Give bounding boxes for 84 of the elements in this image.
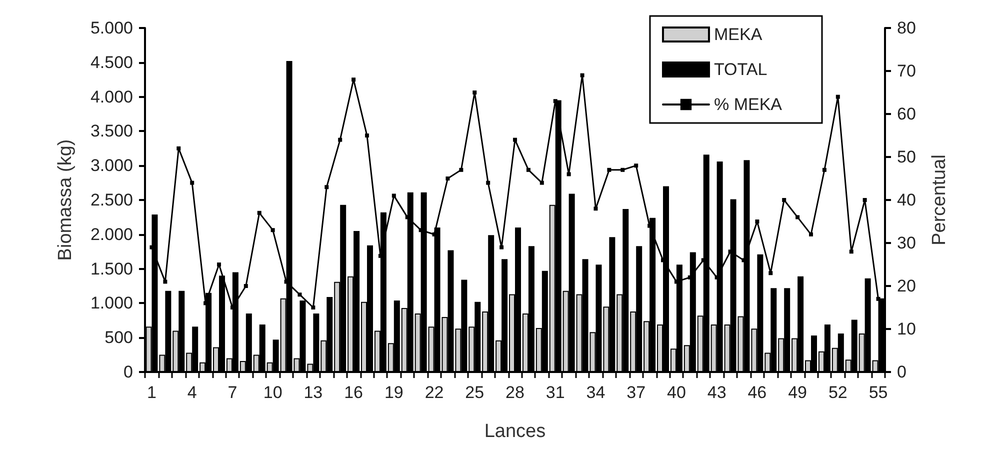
y-tick-label: 5.000 — [90, 18, 133, 38]
y-tick-label: 2.000 — [90, 224, 133, 244]
point — [459, 168, 464, 172]
x-tick-label: 46 — [748, 383, 767, 402]
point — [244, 284, 248, 288]
y-tick-label: 4.500 — [90, 52, 133, 72]
x-tick-label: 31 — [546, 383, 565, 402]
point — [566, 172, 571, 176]
point — [486, 180, 490, 185]
y-tick-label: 1.000 — [90, 294, 133, 313]
point — [607, 168, 612, 172]
x-tick-label: 19 — [384, 383, 404, 402]
point — [446, 176, 450, 180]
y2-tick-label: 0 — [897, 362, 906, 382]
point — [311, 306, 316, 310]
y2-tick-label: 80 — [897, 18, 916, 38]
x-tick-label: 22 — [424, 383, 444, 402]
x-tick-label: 13 — [304, 383, 323, 402]
legend-label: % MEKA — [714, 95, 783, 114]
point — [862, 198, 867, 202]
point — [352, 78, 356, 82]
point — [594, 206, 598, 211]
point — [809, 232, 813, 236]
x-tick-label: 7 — [228, 383, 238, 402]
y2-tick-label: 50 — [897, 148, 916, 166]
point — [257, 210, 262, 215]
point — [270, 228, 275, 232]
point — [176, 146, 181, 150]
x-tick-label: 10 — [263, 383, 282, 402]
x-tick-label: 25 — [465, 383, 484, 402]
point — [580, 73, 584, 78]
x-tick-label: 4 — [187, 383, 197, 402]
point — [849, 250, 854, 254]
point — [500, 245, 504, 250]
point — [392, 194, 396, 198]
point — [822, 168, 826, 172]
x-tick-label: 52 — [828, 383, 848, 402]
point — [768, 271, 773, 276]
point — [540, 180, 544, 185]
y2-tick-label: 40 — [897, 190, 916, 210]
point — [324, 185, 329, 190]
point — [796, 215, 800, 220]
x-tick-label: 28 — [506, 383, 524, 402]
y-tick-label: 2.500 — [90, 190, 133, 210]
point — [755, 220, 760, 224]
x-tick-label: 40 — [666, 383, 686, 402]
point — [217, 262, 221, 266]
point — [620, 168, 625, 172]
x-tick-label: 55 — [868, 383, 888, 402]
legend-label: MEKA — [714, 25, 763, 44]
point — [836, 94, 840, 99]
point — [298, 292, 302, 297]
y2-tick-label: 60 — [897, 104, 916, 124]
point — [190, 180, 194, 185]
y2-tick-label: 20 — [897, 276, 916, 296]
y2-tick-label: 10 — [897, 320, 916, 338]
y-tick-label: 0 — [124, 362, 133, 382]
y-tick-label: 500 — [104, 328, 133, 348]
point — [526, 168, 530, 172]
x-tick-label: 16 — [344, 383, 364, 402]
point — [163, 280, 168, 284]
x-axis-title: Lances — [484, 421, 546, 442]
x-tick-label: 34 — [586, 383, 606, 402]
x-tick-label: 49 — [788, 383, 808, 402]
y2-tick-label: 70 — [897, 62, 916, 80]
x-tick-label: 37 — [626, 383, 646, 402]
y-tick-label: 3.500 — [90, 122, 133, 141]
point — [365, 134, 369, 138]
point — [634, 164, 638, 168]
legend-label: TOTAL — [714, 60, 768, 79]
point — [553, 99, 558, 104]
point — [876, 296, 880, 301]
y-tick-label: 3.000 — [90, 156, 133, 176]
y2-tick-label: 30 — [897, 234, 916, 252]
point — [338, 138, 342, 142]
y-tick-label: 4.000 — [90, 87, 133, 106]
y-tick-label: 1.500 — [90, 259, 133, 278]
x-tick-label: 1 — [146, 383, 156, 402]
point — [472, 90, 477, 94]
x-tick-label: 43 — [707, 383, 726, 402]
y2-axis-title: Percentual — [929, 154, 950, 246]
point — [513, 138, 517, 142]
point — [782, 198, 786, 202]
y-axis-title: Biomassa (kg) — [55, 139, 76, 261]
